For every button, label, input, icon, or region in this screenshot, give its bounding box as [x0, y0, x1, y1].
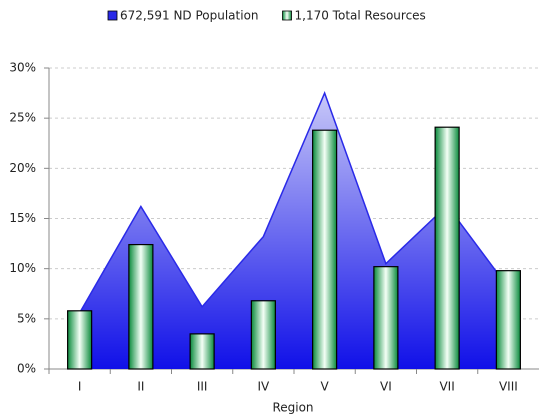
x-tick-label: VIII — [499, 380, 518, 394]
y-tick-label: 10% — [9, 261, 36, 275]
legend-label: 672,591 ND Population — [120, 9, 259, 23]
bar — [495, 270, 521, 370]
x-tick-label: VI — [380, 380, 392, 394]
x-axis-title: Region — [272, 401, 313, 415]
y-tick-label: 15% — [9, 211, 36, 225]
bar — [67, 310, 93, 370]
y-tick-label: 20% — [9, 161, 36, 175]
y-tick-label: 5% — [17, 311, 36, 325]
bar — [189, 333, 215, 370]
area — [79, 93, 509, 369]
legend-label: 1,170 Total Resources — [295, 9, 426, 23]
bar — [312, 129, 338, 370]
bar — [373, 266, 399, 370]
bar — [250, 300, 276, 370]
y-tick-label: 25% — [9, 111, 36, 125]
x-tick-label: V — [321, 380, 330, 394]
bar — [128, 243, 154, 370]
bar — [434, 126, 460, 370]
x-tick-label: VII — [439, 380, 454, 394]
x-tick-label: I — [78, 380, 82, 394]
legend-swatch — [107, 10, 118, 21]
y-tick-label: 0% — [17, 362, 36, 376]
x-tick-label: IV — [258, 380, 271, 394]
y-tick-label: 30% — [9, 61, 36, 75]
legend-swatch — [282, 10, 292, 21]
x-tick-label: III — [197, 380, 208, 394]
x-tick-label: II — [137, 380, 144, 394]
